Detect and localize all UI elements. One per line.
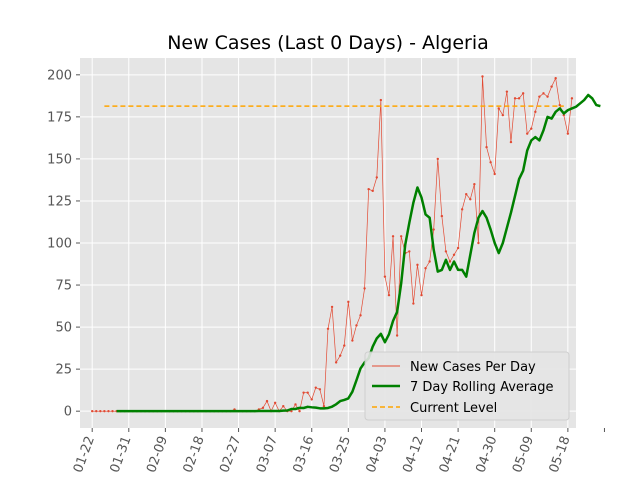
daily-point [424, 267, 427, 270]
daily-point [432, 228, 435, 231]
daily-point [265, 399, 269, 403]
y-tick-label: 0 [64, 405, 72, 420]
daily-point [395, 334, 399, 337]
daily-point [379, 98, 383, 102]
daily-point [485, 145, 488, 149]
daily-point [408, 250, 411, 253]
daily-point [367, 187, 370, 191]
daily-point [493, 172, 496, 176]
daily-point [298, 409, 301, 413]
daily-point [302, 391, 305, 394]
daily-point [399, 235, 403, 238]
daily-point [107, 409, 110, 413]
daily-point [261, 406, 265, 410]
daily-point [469, 198, 472, 201]
daily-point [420, 293, 423, 297]
daily-point [314, 386, 317, 389]
legend-label-rolling: 7 Day Rolling Average [410, 380, 553, 395]
daily-point [546, 95, 549, 98]
daily-point [481, 75, 484, 78]
daily-point [334, 361, 338, 364]
y-tick-label: 125 [47, 194, 72, 209]
y-tick-label: 175 [47, 110, 72, 125]
daily-point [513, 97, 517, 100]
daily-point [359, 314, 362, 317]
daily-point [111, 409, 114, 413]
daily-point [322, 404, 326, 408]
y-tick-label: 50 [55, 321, 72, 336]
daily-point [550, 85, 553, 88]
daily-point [310, 398, 313, 401]
daily-point [99, 409, 102, 413]
daily-point [489, 161, 492, 164]
daily-point [391, 235, 395, 238]
daily-point [375, 176, 378, 179]
y-tick-label: 75 [55, 279, 72, 294]
series-line-rolling [116, 93, 601, 413]
daily-point [416, 263, 419, 267]
legend: New Cases Per Day 7 Day Rolling Average … [364, 351, 570, 421]
daily-point [282, 404, 285, 408]
daily-point [294, 403, 297, 406]
daily-point [91, 409, 94, 413]
daily-point [363, 287, 366, 290]
daily-point [436, 157, 439, 161]
y-tick-label: 100 [47, 237, 72, 252]
daily-point [558, 103, 561, 107]
daily-point [330, 305, 334, 309]
daily-point [440, 214, 444, 218]
daily-point [351, 339, 354, 342]
daily-point [534, 110, 537, 114]
daily-point [306, 391, 309, 394]
daily-point [570, 97, 574, 100]
daily-point [497, 107, 500, 110]
daily-point [103, 409, 106, 413]
daily-point [347, 300, 350, 304]
daily-point [371, 189, 374, 193]
y-tick-label: 150 [47, 152, 72, 167]
daily-point [343, 344, 346, 347]
daily-point [452, 253, 456, 256]
daily-point [290, 409, 293, 413]
daily-point [566, 132, 570, 135]
daily-point [517, 97, 521, 100]
daily-point [339, 354, 342, 357]
daily-point [542, 92, 545, 95]
daily-point [273, 401, 277, 404]
legend-label-current: Current Level [410, 401, 497, 416]
chart-title: New Cases (Last 0 Days) - Algeria [167, 32, 489, 54]
daily-point [448, 260, 452, 263]
daily-point [318, 388, 322, 391]
daily-point [521, 92, 525, 95]
daily-point [428, 260, 431, 263]
daily-point [383, 275, 387, 278]
daily-point [473, 182, 476, 186]
daily-point [465, 193, 468, 196]
legend-label-daily: New Cases Per Day [410, 360, 536, 375]
daily-point [95, 409, 98, 413]
daily-point [444, 250, 448, 253]
daily-point [554, 76, 557, 80]
daily-point [460, 208, 464, 211]
legend-box [364, 351, 570, 421]
daily-point [355, 324, 358, 327]
y-tick-label: 25 [55, 363, 72, 378]
daily-point [456, 246, 460, 250]
daily-point [501, 113, 505, 117]
daily-point [526, 132, 529, 135]
daily-point [387, 293, 391, 297]
daily-point [412, 302, 415, 305]
series-layer [91, 75, 601, 413]
daily-point [538, 95, 541, 98]
daily-point [326, 327, 330, 330]
y-tick-label: 200 [47, 68, 72, 83]
daily-point [477, 241, 480, 245]
daily-point [505, 90, 509, 93]
daily-point [530, 127, 533, 130]
daily-point [509, 140, 513, 144]
